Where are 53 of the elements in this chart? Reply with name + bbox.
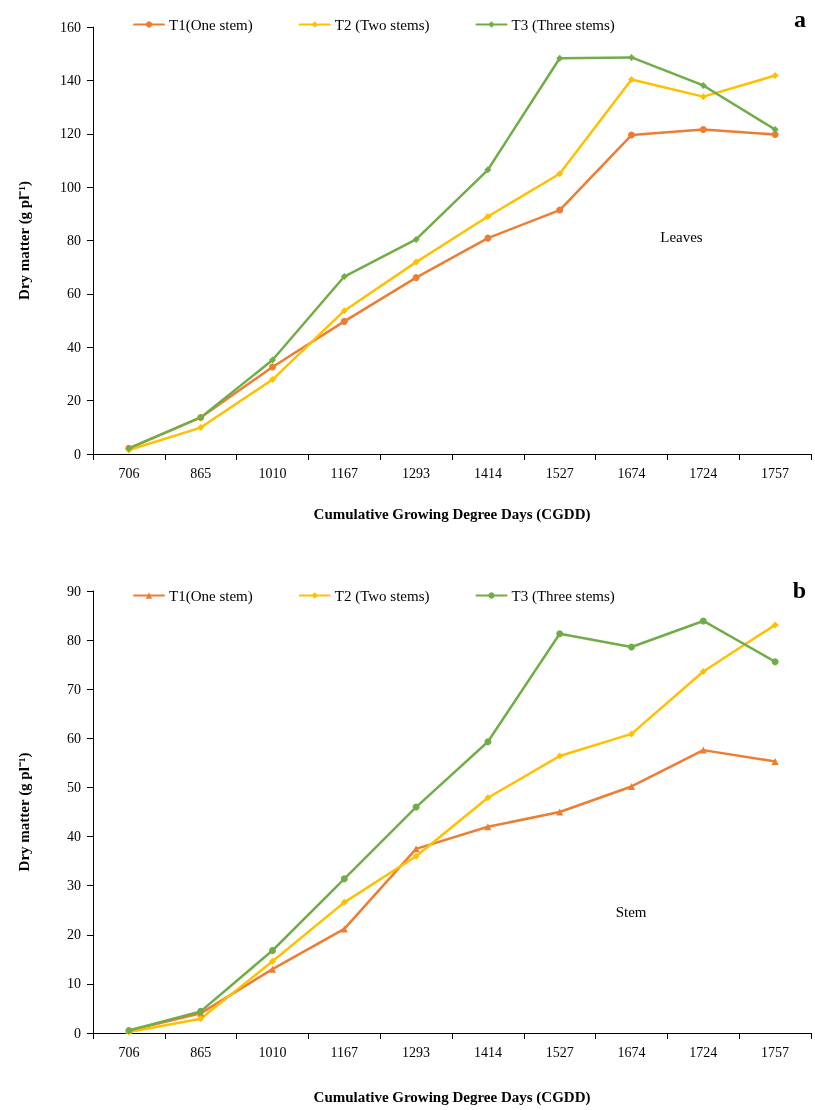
annotation: Leaves xyxy=(660,229,703,246)
y-tick-label: 20 xyxy=(67,927,81,943)
y-tick-label: 160 xyxy=(60,19,81,35)
x-tick-label: 1527 xyxy=(545,1044,574,1060)
x-tick-label: 1527 xyxy=(545,465,574,481)
y-tick-label: 140 xyxy=(60,72,81,88)
chart-title: b xyxy=(792,577,807,603)
x-tick-label: 706 xyxy=(118,465,140,481)
x-tick-label: 1414 xyxy=(473,1044,502,1060)
y-tick-label: 60 xyxy=(67,286,81,302)
y-tick-label: 120 xyxy=(60,126,81,142)
chart-title: a xyxy=(794,6,806,32)
y-tick-label: 10 xyxy=(67,976,81,992)
y-tick-label: 30 xyxy=(67,878,81,894)
x-tick-label: 706 xyxy=(118,1044,140,1060)
y-tick-label: 60 xyxy=(67,730,81,746)
legend-label: T1(One stem) xyxy=(169,587,253,605)
y-tick-label: 70 xyxy=(67,681,81,697)
x-tick-label: 1010 xyxy=(258,1044,287,1060)
x-tick-label: 1010 xyxy=(258,465,287,481)
y-tick-label: 40 xyxy=(67,829,81,845)
legend-label: T1(One stem) xyxy=(169,16,253,34)
y-tick-label: 0 xyxy=(74,446,81,462)
x-axis-title: Cumulative Growing Degree Days (CGDD) xyxy=(313,505,591,523)
y-tick-label: 100 xyxy=(60,179,81,195)
x-tick-label: 1293 xyxy=(402,465,431,481)
y-axis-title: Dry matter (g pl⁻¹) xyxy=(15,181,33,300)
y-tick-label: 0 xyxy=(74,1025,81,1041)
y-tick-label: 80 xyxy=(67,233,81,248)
x-tick-label: 1674 xyxy=(617,465,646,481)
x-tick-label: 1167 xyxy=(330,1044,359,1060)
y-tick-label: 40 xyxy=(67,339,81,355)
x-axis-title: Cumulative Growing Degree Days (CGDD) xyxy=(313,1088,591,1106)
legend-label: T3 (Three stems) xyxy=(511,16,615,34)
x-tick-label: 1757 xyxy=(761,465,790,481)
legend-label: T2 (Two stems) xyxy=(334,16,430,34)
x-tick-label: 1167 xyxy=(330,465,359,481)
y-axis-title: Dry matter (g pl⁻¹) xyxy=(15,752,33,872)
legend-label: T2 (Two stems) xyxy=(334,587,430,605)
x-tick-label: 1293 xyxy=(402,1044,431,1060)
x-tick-label: 1414 xyxy=(473,465,502,481)
y-tick-label: 80 xyxy=(67,632,81,648)
x-tick-label: 1724 xyxy=(689,1044,718,1060)
x-tick-label: 1674 xyxy=(617,1044,646,1060)
y-tick-label: 90 xyxy=(67,583,81,599)
annotation: Stem xyxy=(615,904,647,921)
legend-label: T3 (Three stems) xyxy=(511,587,615,605)
x-tick-label: 865 xyxy=(190,1044,212,1060)
x-tick-label: 1757 xyxy=(761,1044,790,1060)
y-tick-label: 50 xyxy=(67,779,81,795)
y-tick-label: 20 xyxy=(67,393,81,409)
x-tick-label: 1724 xyxy=(689,465,718,481)
x-tick-label: 865 xyxy=(190,465,212,481)
